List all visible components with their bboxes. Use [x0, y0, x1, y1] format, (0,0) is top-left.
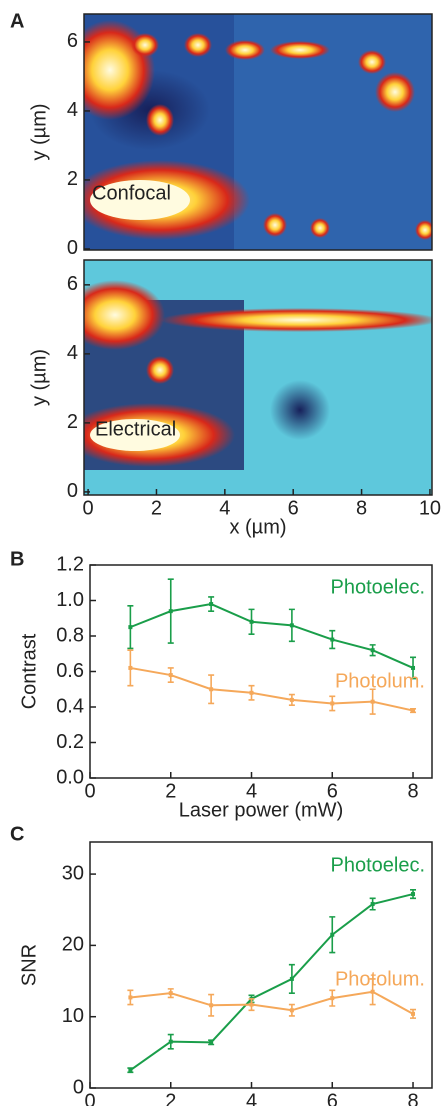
x-tick-label: 2 — [165, 780, 176, 802]
point — [128, 1068, 133, 1073]
x-tick-label: 2 — [165, 1090, 176, 1106]
point — [411, 892, 416, 897]
point — [249, 690, 254, 695]
point — [370, 699, 375, 704]
series-line — [130, 603, 414, 669]
frame — [83, 259, 433, 496]
point — [289, 623, 294, 628]
x-tick-label: 10 — [419, 497, 441, 519]
series-label: Photolum. — [335, 670, 425, 692]
x-tick-label: 0 — [83, 497, 94, 519]
x-tick-label: 0 — [84, 1090, 95, 1106]
series-label: Photolum. — [335, 968, 425, 990]
point — [168, 1039, 173, 1044]
y-tick-label: 10 — [62, 1005, 84, 1027]
y-tick-label: 4 — [67, 342, 78, 364]
point — [249, 1002, 254, 1007]
x-axis-label: x (µm) — [229, 516, 286, 538]
y-tick-label: 2 — [67, 411, 78, 433]
point — [209, 1040, 214, 1045]
y-tick-label: 2 — [67, 168, 78, 190]
x-tick-label: 4 — [219, 497, 230, 519]
point — [209, 1003, 214, 1008]
y-tick-label: 0.4 — [56, 695, 84, 717]
point — [209, 602, 214, 607]
point — [168, 673, 173, 678]
y-axis-label: Contrast — [18, 633, 40, 709]
point — [289, 976, 294, 981]
y-tick-label: 6 — [67, 30, 78, 52]
point — [168, 991, 173, 996]
y-axis-label: y (µm) — [28, 103, 50, 160]
x-tick-label: 8 — [407, 780, 418, 802]
point — [289, 1008, 294, 1013]
point — [209, 687, 214, 692]
y-tick-label: 6 — [67, 273, 78, 295]
panel-label: B — [10, 548, 24, 570]
confocal-image — [84, 14, 432, 250]
x-tick-label: 8 — [407, 1090, 418, 1106]
series-label: Photoelec. — [330, 854, 425, 876]
series-line — [130, 666, 414, 712]
y-tick-label: 1.2 — [56, 553, 84, 575]
series-line — [130, 990, 414, 1015]
point — [330, 996, 335, 1001]
x-tick-label: 2 — [151, 497, 162, 519]
series-line — [129, 893, 414, 1071]
y-tick-label: 1.0 — [56, 589, 84, 611]
point — [370, 648, 375, 653]
plot-frame — [89, 841, 433, 1089]
y-tick-label: 0.2 — [56, 731, 84, 753]
x-tick-label: 8 — [356, 497, 367, 519]
y-tick-label: 0.6 — [56, 660, 84, 682]
y-tick-label: 30 — [62, 862, 84, 884]
y-tick-label: 4 — [67, 99, 78, 121]
panel-label: A — [10, 10, 24, 32]
y-tick-label: 0 — [73, 1076, 84, 1098]
y-tick-label: 0.0 — [56, 766, 84, 788]
point — [370, 989, 375, 994]
x-tick-label: 6 — [288, 497, 299, 519]
point — [330, 932, 335, 937]
x-tick-label: 4 — [246, 1090, 257, 1106]
annotation: Confocal — [92, 182, 171, 204]
point — [411, 1011, 416, 1016]
point — [289, 697, 294, 702]
x-tick-label: 4 — [246, 780, 257, 802]
point — [330, 701, 335, 706]
series-label: Photoelec. — [330, 576, 425, 598]
x-tick-label: 0 — [84, 780, 95, 802]
y-axis-label: SNR — [18, 944, 40, 986]
y-tick-label: 0.8 — [56, 624, 84, 646]
y-tick-label: 0 — [67, 480, 78, 502]
annotation: Electrical — [95, 418, 176, 440]
y-tick-label: 20 — [62, 934, 84, 956]
electrical-image — [84, 260, 432, 495]
point — [168, 609, 173, 614]
point — [128, 665, 133, 670]
point — [411, 665, 416, 670]
x-tick-label: 6 — [327, 1090, 338, 1106]
point — [128, 625, 133, 630]
panel-label: C — [10, 823, 24, 845]
x-axis-label: Laser power (mW) — [179, 799, 343, 821]
point — [411, 708, 416, 713]
point — [330, 637, 335, 642]
y-axis-label: y (µm) — [28, 349, 50, 406]
point — [370, 902, 375, 907]
point — [249, 619, 254, 624]
frame — [83, 13, 433, 251]
x-tick-label: 6 — [327, 780, 338, 802]
point — [128, 995, 133, 1000]
y-tick-label: 0 — [67, 237, 78, 259]
